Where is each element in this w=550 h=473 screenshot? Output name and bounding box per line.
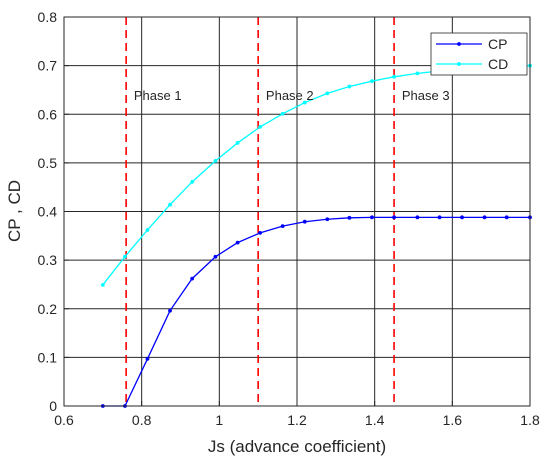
series-cp-point <box>504 215 509 220</box>
x-tick-label: 1.2 <box>287 412 307 428</box>
series-cd-point <box>168 202 172 207</box>
axis-ticks: 0.6 0.8 1 1.2 1.4 1.6 1.8 0 0.1 0.2 0.3 0.4 0.5 0.6 0.… <box>38 9 540 428</box>
y-tick-label: 0.1 <box>38 349 58 365</box>
series-cp-line <box>102 216 530 407</box>
series-cd-point <box>392 74 396 79</box>
series-cp-point <box>235 240 240 245</box>
legend-cp-marker <box>457 42 461 46</box>
series-cp-point <box>325 217 330 222</box>
series-cp-point <box>258 230 263 235</box>
y-tick-label: 0.5 <box>38 155 58 171</box>
series-cd-point <box>325 91 330 96</box>
series-cd-point <box>347 84 352 89</box>
legend-cp-label: CP <box>488 36 507 52</box>
y-axis-label: CP , CD <box>5 180 24 242</box>
series-cp-point <box>392 215 396 220</box>
x-tick-label: 1.4 <box>365 412 385 428</box>
x-tick-label: 1.6 <box>443 412 463 428</box>
series-cd-point <box>213 159 218 163</box>
x-tick-label: 0.6 <box>54 412 74 428</box>
series-cp-point <box>190 276 195 281</box>
y-tick-label: 0.3 <box>38 252 58 268</box>
y-tick-label: 0 <box>49 398 57 414</box>
phase-label: Phase 1 <box>134 88 182 103</box>
phase-label: Phase 3 <box>402 88 450 103</box>
legend: CP CD <box>430 32 528 76</box>
series-cp-point <box>280 224 285 228</box>
series-cp-point <box>168 308 172 313</box>
series-cd-point <box>123 254 127 259</box>
series-cp-point <box>145 356 150 361</box>
series-cd-point <box>415 71 420 76</box>
legend-box <box>430 32 528 76</box>
series-cp-point <box>302 219 307 224</box>
series-cd-point <box>280 111 285 116</box>
legend-cd-label: CD <box>488 56 508 72</box>
y-tick-label: 0.8 <box>38 9 58 25</box>
legend-cd-marker <box>457 62 461 66</box>
series-cp-point <box>482 215 487 220</box>
series-cd-point <box>100 283 105 287</box>
y-tick-label: 0.7 <box>38 58 58 74</box>
phase-annotations: Phase 1 Phase 2 Phase 3 <box>134 88 450 103</box>
series-cp-point <box>347 215 352 220</box>
series-cp-point <box>370 215 374 220</box>
x-axis-label: Js (advance coefficient) <box>208 437 386 456</box>
y-tick-label: 0.4 <box>38 204 58 220</box>
series-cd-point <box>190 179 195 184</box>
series-cd-point <box>258 124 263 129</box>
series-cd-point <box>370 79 374 84</box>
series-cp-point <box>415 215 420 220</box>
series-cd-point <box>145 228 150 232</box>
series-cp-point <box>437 215 442 220</box>
x-tick-label: 1.8 <box>520 412 540 428</box>
x-tick-label: 0.8 <box>132 412 152 428</box>
y-tick-label: 0.2 <box>38 301 58 317</box>
y-tick-label: 0.6 <box>38 106 58 122</box>
phase-label: Phase 2 <box>266 88 314 103</box>
series-cd-point <box>302 100 307 105</box>
x-tick-label: 1 <box>215 412 223 428</box>
series-cp-point <box>213 254 218 259</box>
series-cp-point <box>460 215 464 220</box>
series-cd-point <box>235 141 240 145</box>
